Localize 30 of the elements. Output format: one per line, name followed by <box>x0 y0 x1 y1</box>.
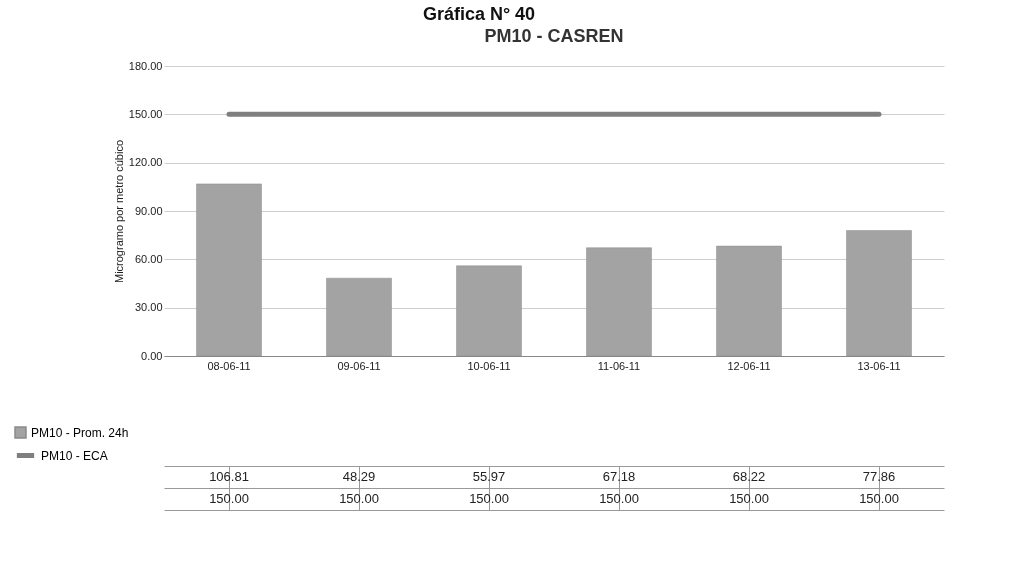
text: Gráfica N° 40 <box>422 4 536 24</box>
x-tick-label: 08-06-11 <box>207 359 251 372</box>
y-tick-label: 0.00 <box>141 349 163 362</box>
data-label: 106.81 <box>209 469 249 484</box>
x-tick-label: 12-06-11 <box>727 359 771 372</box>
data-label: 55.97 <box>472 469 506 484</box>
data-label: 150.00 <box>339 491 379 506</box>
data-label: 150.00 <box>859 491 899 506</box>
y-tick-label: 120.00 <box>128 156 163 169</box>
x-tick-label: 09-06-11 <box>337 359 381 372</box>
y-tick-label: 90.00 <box>134 204 163 217</box>
data-label: 150.00 <box>469 491 509 506</box>
y-tick-label: 30.00 <box>134 301 163 314</box>
chart-title: PM10 - CASREN <box>484 26 624 46</box>
data-label: 150.00 <box>209 491 249 506</box>
y-axis-title: Microgramo por metro cúbico <box>112 139 125 284</box>
x-tick-label: 13-06-11 <box>857 359 901 372</box>
data-label: 68.22 <box>732 469 766 484</box>
legend-label: PM10 - ECA <box>41 448 108 463</box>
x-tick-label: 10-06-11 <box>467 359 511 372</box>
y-tick-label: 60.00 <box>134 252 163 265</box>
legend-label: PM10 - Prom. 24h <box>31 425 129 440</box>
y-tick-label: 180.00 <box>128 59 163 72</box>
data-label: 150.00 <box>599 491 639 506</box>
y-tick-label: 150.00 <box>128 107 163 120</box>
x-tick-label: 11-06-11 <box>597 359 641 372</box>
data-label: 48.29 <box>342 469 376 484</box>
data-label: 77.86 <box>862 469 896 484</box>
data-label: 67.18 <box>602 469 636 484</box>
data-label: 150.00 <box>729 491 769 506</box>
